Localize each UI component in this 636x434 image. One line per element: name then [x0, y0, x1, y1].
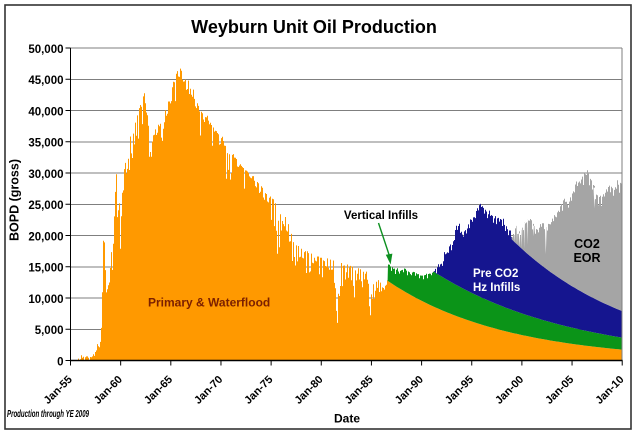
svg-text:Primary & Waterflood: Primary & Waterflood	[148, 296, 270, 310]
svg-text:Pre CO2: Pre CO2	[473, 268, 518, 280]
svg-text:25,000: 25,000	[28, 200, 63, 212]
svg-text:35,000: 35,000	[28, 138, 63, 150]
svg-text:15,000: 15,000	[28, 263, 63, 275]
svg-text:Vertical Infills: Vertical Infills	[344, 210, 418, 222]
svg-text:CO2: CO2	[574, 237, 600, 251]
svg-text:Hz Infills: Hz Infills	[473, 282, 520, 294]
svg-text:30,000: 30,000	[28, 169, 63, 181]
svg-text:40,000: 40,000	[28, 106, 63, 118]
svg-text:0: 0	[57, 356, 63, 368]
svg-text:10,000: 10,000	[28, 294, 63, 306]
svg-text:Date: Date	[334, 412, 360, 426]
svg-text:5,000: 5,000	[35, 325, 64, 337]
svg-text:50,000: 50,000	[28, 44, 63, 56]
svg-text:EOR: EOR	[573, 251, 600, 265]
svg-text:Production through YE 2009: Production through YE 2009	[7, 409, 89, 420]
svg-text:BOPD (gross): BOPD (gross)	[8, 159, 22, 241]
svg-text:45,000: 45,000	[28, 75, 63, 87]
svg-text:Weyburn Unit Oil Production: Weyburn Unit Oil Production	[191, 17, 437, 37]
svg-text:20,000: 20,000	[28, 231, 63, 243]
